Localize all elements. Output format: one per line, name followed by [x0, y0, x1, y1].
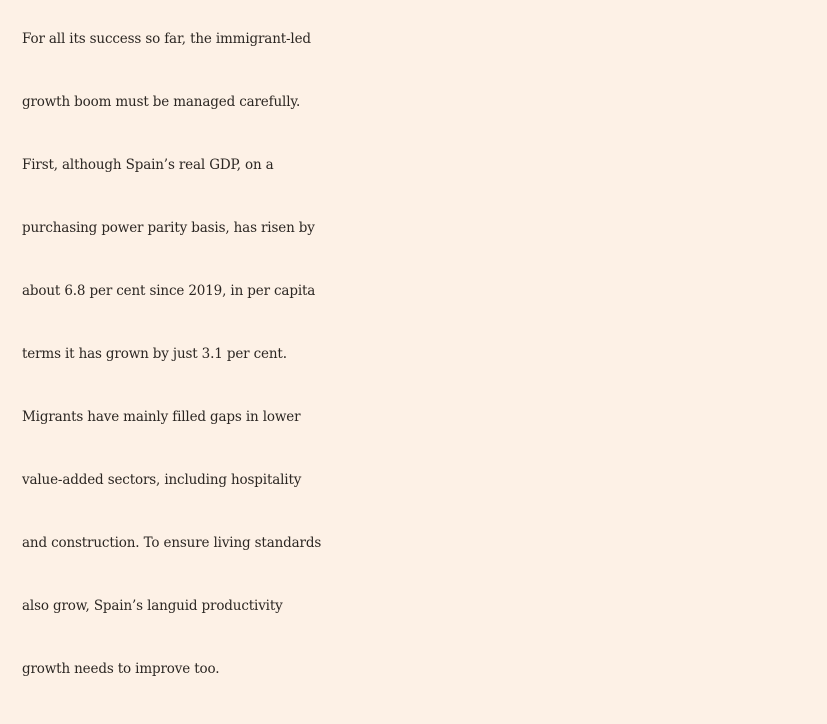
- paragraph-line: growth needs to improve too.: [22, 661, 220, 677]
- article-paragraph: For all its success so far, the immigran…: [22, 8, 827, 701]
- paragraph-line: Migrants have mainly filled gaps in lowe…: [22, 409, 301, 425]
- paragraph-line: about 6.8 per cent since 2019, in per ca…: [22, 283, 316, 299]
- paragraph-line: and construction. To ensure living stand…: [22, 535, 322, 551]
- paragraph-line: also grow, Spain’s languid productivity: [22, 598, 283, 614]
- paragraph-line: First, although Spain’s real GDP, on a: [22, 157, 274, 173]
- paragraph-line: growth boom must be managed carefully.: [22, 94, 301, 110]
- paragraph-line: value-added sectors, including hospitali…: [22, 472, 302, 488]
- paragraph-line: For all its success so far, the immigran…: [22, 31, 311, 47]
- paragraph-line: terms it has grown by just 3.1 per cent.: [22, 346, 287, 362]
- paragraph-line: purchasing power parity basis, has risen…: [22, 220, 315, 236]
